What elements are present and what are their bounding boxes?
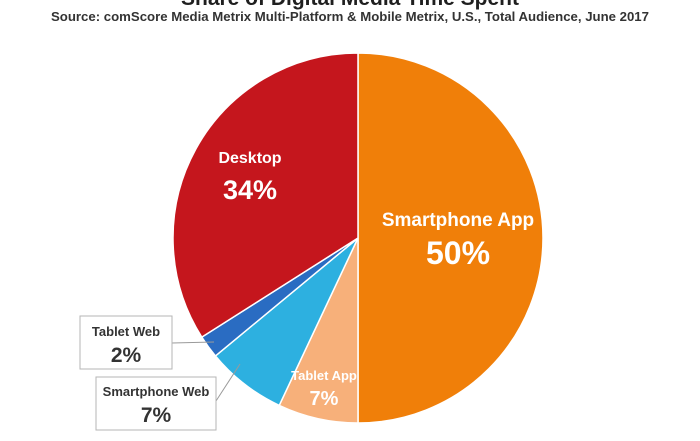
callout-box-tablet-web: [79, 315, 173, 370]
pie-slice-smartphone-app: [357, 52, 544, 424]
pie-slice-desktop: [172, 52, 359, 339]
slice-value-smartphone-web: 7%: [141, 404, 172, 427]
chart-title: Share of Digital Media Time Spent: [0, 0, 700, 11]
slice-label-smartphone-app: Smartphone App: [382, 210, 534, 231]
slice-label-desktop: Desktop: [218, 150, 281, 167]
slice-value-tablet-app: 7%: [310, 388, 339, 410]
callout-box-smartphone-web: [95, 376, 217, 431]
slice-label-smartphone-web: Smartphone Web: [103, 384, 210, 399]
slice-value-desktop: 34%: [223, 175, 277, 205]
callout-line-smartphone-web: [215, 363, 241, 402]
slice-value-tablet-web: 2%: [111, 344, 142, 367]
slice-value-smartphone-app: 50%: [426, 235, 490, 271]
slice-label-tablet-app: Tablet App: [291, 368, 357, 383]
chart-subtitle: Source: comScore Media Metrix Multi-Plat…: [51, 9, 649, 24]
callout-line-tablet-web: [171, 341, 215, 344]
slice-label-tablet-web: Tablet Web: [92, 324, 160, 339]
